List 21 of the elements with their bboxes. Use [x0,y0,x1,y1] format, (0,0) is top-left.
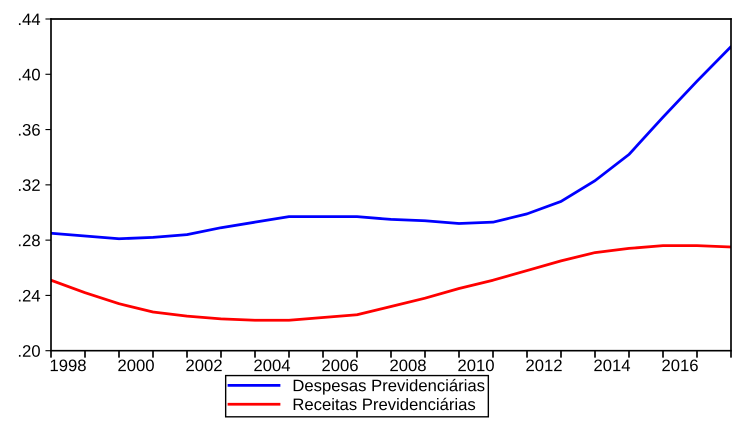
y-tick-label: .40 [18,68,40,80]
x-tick-label: 1998 [50,359,86,372]
x-tick-label: 2000 [118,359,154,372]
x-tick-label: 2002 [186,359,222,372]
legend-label: Despesas Previdenciárias [294,378,484,395]
legend-label: Receitas Previdenciárias [294,398,476,410]
y-tick-label: .28 [18,234,40,246]
x-tick-label: 2014 [594,359,630,372]
x-tick-label: 2016 [662,359,698,372]
y-tick-label: .44 [18,14,40,26]
x-tick-label: 2006 [322,359,358,372]
x-tick-label: 2010 [458,359,494,372]
x-tick-label: 2012 [526,359,562,372]
y-tick-label: .24 [18,290,40,302]
y-tick-label: .36 [18,124,40,136]
x-tick-label: 2004 [254,359,290,372]
y-tick-label: .32 [18,179,40,192]
line-series [51,45,731,240]
x-tick-label: 2008 [390,359,426,372]
y-tick-label: .20 [18,345,40,357]
line-series [51,244,731,322]
